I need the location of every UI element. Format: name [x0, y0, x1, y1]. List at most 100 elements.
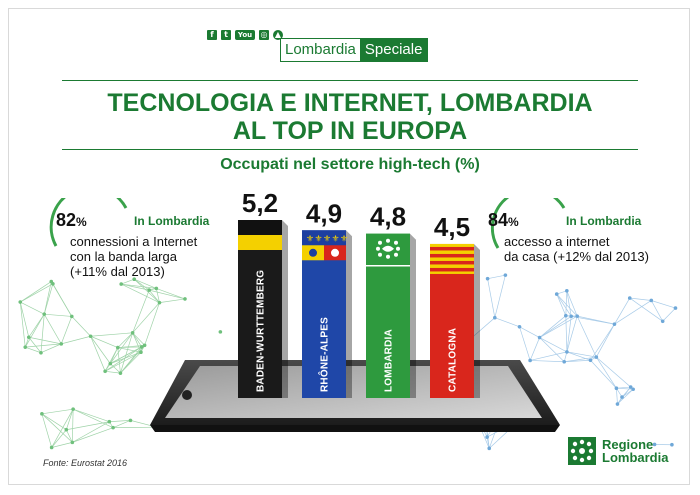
network-link [650, 300, 664, 322]
network-node [64, 427, 69, 432]
network-link [71, 316, 91, 337]
title-top-rule [62, 80, 638, 81]
network-link [566, 351, 597, 358]
network-link [566, 290, 578, 317]
network-node [132, 277, 137, 282]
network-link [651, 300, 676, 309]
network-link [487, 274, 506, 280]
network-link [156, 288, 186, 300]
network-link [596, 356, 631, 388]
flag-catalogna [430, 243, 474, 274]
network-link [25, 343, 62, 348]
network-link [494, 275, 506, 318]
network-link [566, 290, 572, 317]
network-link [565, 315, 568, 352]
network-node [130, 331, 135, 335]
twitter-icon[interactable]: t [221, 30, 231, 40]
network-link [41, 413, 73, 443]
chart-title: Occupati nel settore high-tech (%) [220, 156, 480, 173]
network-link [41, 413, 52, 448]
youtube-icon[interactable]: You [235, 30, 255, 40]
network-link [539, 315, 567, 338]
page-title-line2: AL TOP IN EUROPA [232, 117, 468, 145]
facebook-icon[interactable]: f [207, 30, 217, 40]
network-node [565, 350, 569, 354]
network-link [132, 332, 142, 353]
network-link [90, 336, 106, 372]
left-stat-label: In Lombardia [134, 214, 210, 228]
network-link [494, 317, 520, 328]
network-link [471, 317, 496, 339]
network-node [119, 282, 124, 286]
network-link [20, 301, 45, 315]
network-link [43, 281, 52, 315]
network-link [51, 408, 74, 448]
network-link [565, 290, 568, 316]
network-node [139, 345, 144, 349]
network-link [556, 293, 572, 317]
network-link [519, 326, 531, 361]
network-link [19, 301, 26, 348]
page-frame [8, 8, 690, 485]
network-link [117, 347, 142, 353]
network-node [628, 385, 633, 389]
bar-side [410, 233, 416, 398]
network-link [564, 359, 591, 363]
svg-text:⚜: ⚜ [306, 234, 314, 244]
network-node [71, 407, 75, 411]
network-link [662, 307, 676, 322]
network-node [142, 343, 147, 348]
network-link [112, 420, 131, 428]
network-node [139, 350, 143, 354]
network-link [614, 297, 631, 325]
source-note: Fonte: Eurostat 2016 [43, 458, 128, 468]
right-stat-label: In Lombardia [566, 214, 642, 228]
bar-side [346, 230, 352, 398]
network-node [154, 286, 159, 291]
network-link [564, 356, 597, 363]
instagram-icon[interactable]: ◎ [259, 30, 269, 40]
network-node [118, 371, 123, 375]
network-node [42, 312, 47, 316]
network-node [147, 288, 151, 292]
network-link [72, 421, 110, 443]
network-node [157, 300, 162, 305]
network-link [121, 278, 135, 285]
bar-side [474, 243, 480, 398]
right-stat-arc [490, 198, 566, 249]
network-link [556, 293, 578, 317]
right-stat-value: 84% [488, 210, 519, 230]
network-link [61, 335, 91, 345]
network-link [616, 388, 618, 405]
rosa-camuna-icon [568, 437, 596, 465]
network-node [40, 412, 44, 416]
network-link [51, 429, 67, 448]
network-node [88, 334, 93, 339]
app-icon[interactable]: ▲ [273, 30, 283, 40]
network-node [128, 418, 133, 423]
network-link [134, 278, 157, 289]
network-link [71, 409, 74, 443]
network-node [554, 292, 559, 296]
network-link [120, 351, 142, 374]
network-node [562, 359, 567, 364]
network-link [616, 386, 631, 389]
network-node [69, 314, 74, 319]
network-node [660, 319, 665, 324]
network-link [539, 316, 572, 338]
brand-part1: Lombardia [281, 39, 360, 61]
network-link [132, 332, 145, 346]
network-node [115, 345, 120, 350]
network-node [218, 330, 223, 334]
network-link [529, 337, 540, 361]
network-link [519, 326, 540, 338]
network-link [156, 288, 160, 303]
network-node [487, 446, 492, 451]
network-link [590, 323, 615, 361]
network-node [615, 402, 620, 406]
network-link [72, 427, 114, 443]
network-link [629, 297, 652, 301]
network-link [40, 343, 62, 354]
network-link [539, 315, 578, 338]
bar-category-label: BADEN-WURTTEMBERG [256, 270, 267, 392]
